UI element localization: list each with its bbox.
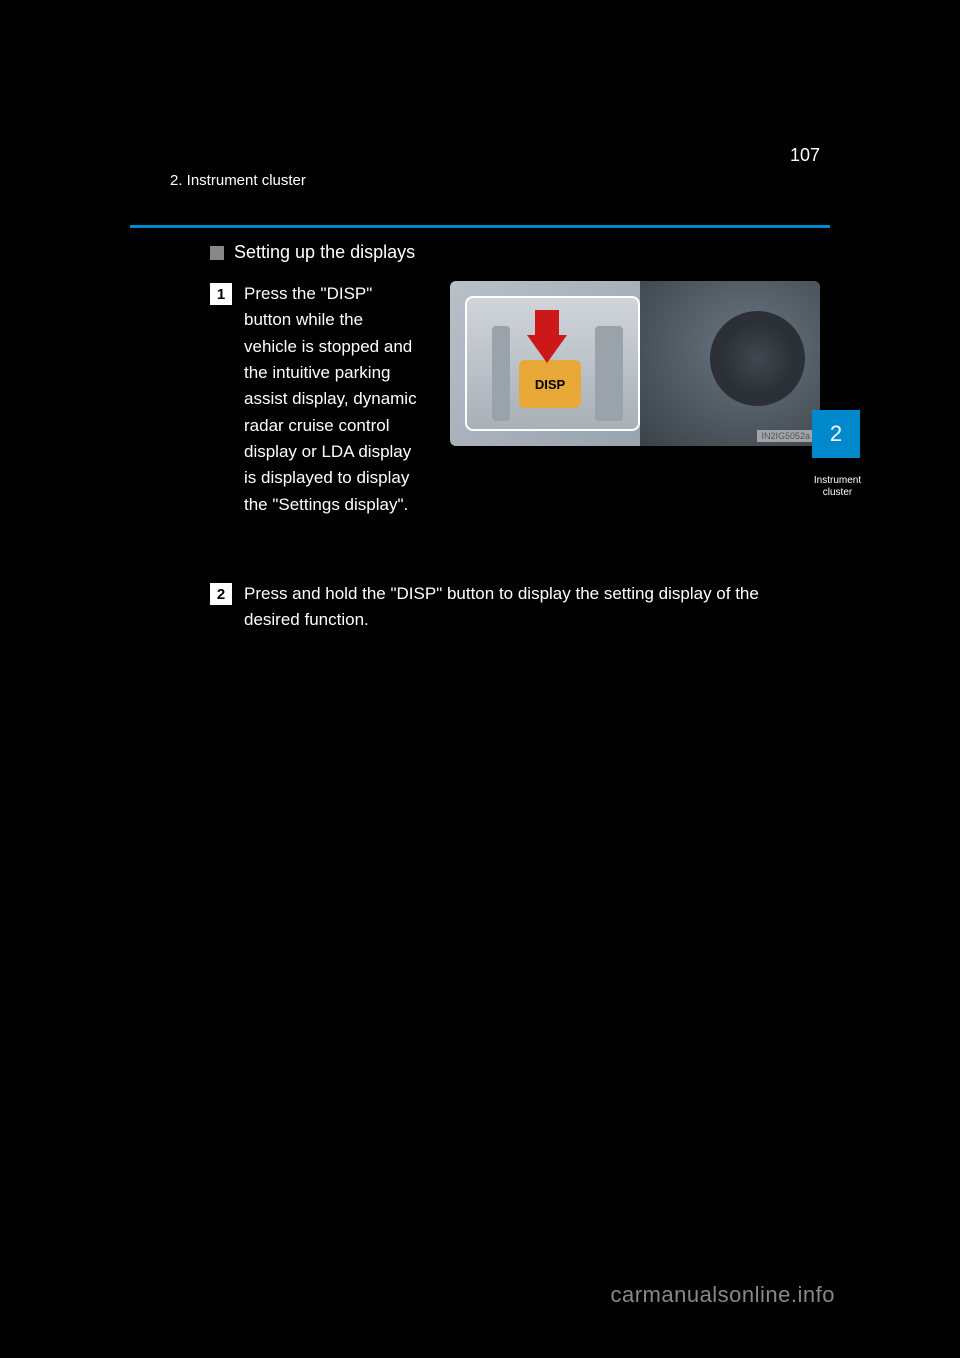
subsection-title: Setting up the displays bbox=[234, 242, 415, 263]
page-container: 2. Instrument cluster 107 2. Instrument … bbox=[0, 0, 960, 1358]
step-2-text: Press and hold the "DISP" button to disp… bbox=[244, 581, 804, 634]
right-side-buttons bbox=[595, 326, 623, 421]
step-2-block: 2 Press and hold the "DISP" button to di… bbox=[210, 581, 825, 634]
page-header: 2. Instrument cluster 107 bbox=[0, 145, 960, 166]
button-panel-inset: DISP bbox=[465, 296, 640, 431]
page-number: 107 bbox=[790, 145, 820, 166]
step-1-item: 1 Press the "DISP" button while the vehi… bbox=[210, 281, 420, 518]
interior-background bbox=[640, 281, 820, 446]
dashboard-photo: DISP IN2IG5052a bbox=[450, 281, 820, 446]
square-bullet-icon bbox=[210, 246, 224, 260]
chapter-tab[interactable]: 2 bbox=[812, 410, 860, 458]
subsection-header: Setting up the displays bbox=[210, 242, 825, 263]
chapter-tab-label: Instrument cluster bbox=[810, 475, 865, 499]
chapter-tab-number: 2 bbox=[830, 421, 842, 447]
watermark-text: carmanualsonline.info bbox=[610, 1282, 835, 1308]
step-1-text: Press the "DISP" button while the vehicl… bbox=[244, 281, 420, 518]
left-side-buttons bbox=[492, 326, 510, 421]
section-title: 2. Instrument cluster bbox=[170, 172, 306, 189]
image-code-label: IN2IG5052a bbox=[757, 430, 814, 442]
section-title-row: 2. Instrument cluster bbox=[170, 172, 306, 190]
content-area: Setting up the displays 1 Press the "DIS… bbox=[210, 242, 825, 642]
step-2-item: 2 Press and hold the "DISP" button to di… bbox=[210, 581, 825, 634]
step-image-col: DISP IN2IG5052a bbox=[450, 281, 825, 526]
step-1-number: 1 bbox=[210, 283, 232, 305]
steering-wheel-icon bbox=[710, 311, 805, 406]
section-divider bbox=[130, 225, 830, 228]
step-2-number: 2 bbox=[210, 583, 232, 605]
step-1-text-col: 1 Press the "DISP" button while the vehi… bbox=[210, 281, 420, 526]
disp-button: DISP bbox=[519, 360, 581, 408]
step-1-row: 1 Press the "DISP" button while the vehi… bbox=[210, 281, 825, 526]
